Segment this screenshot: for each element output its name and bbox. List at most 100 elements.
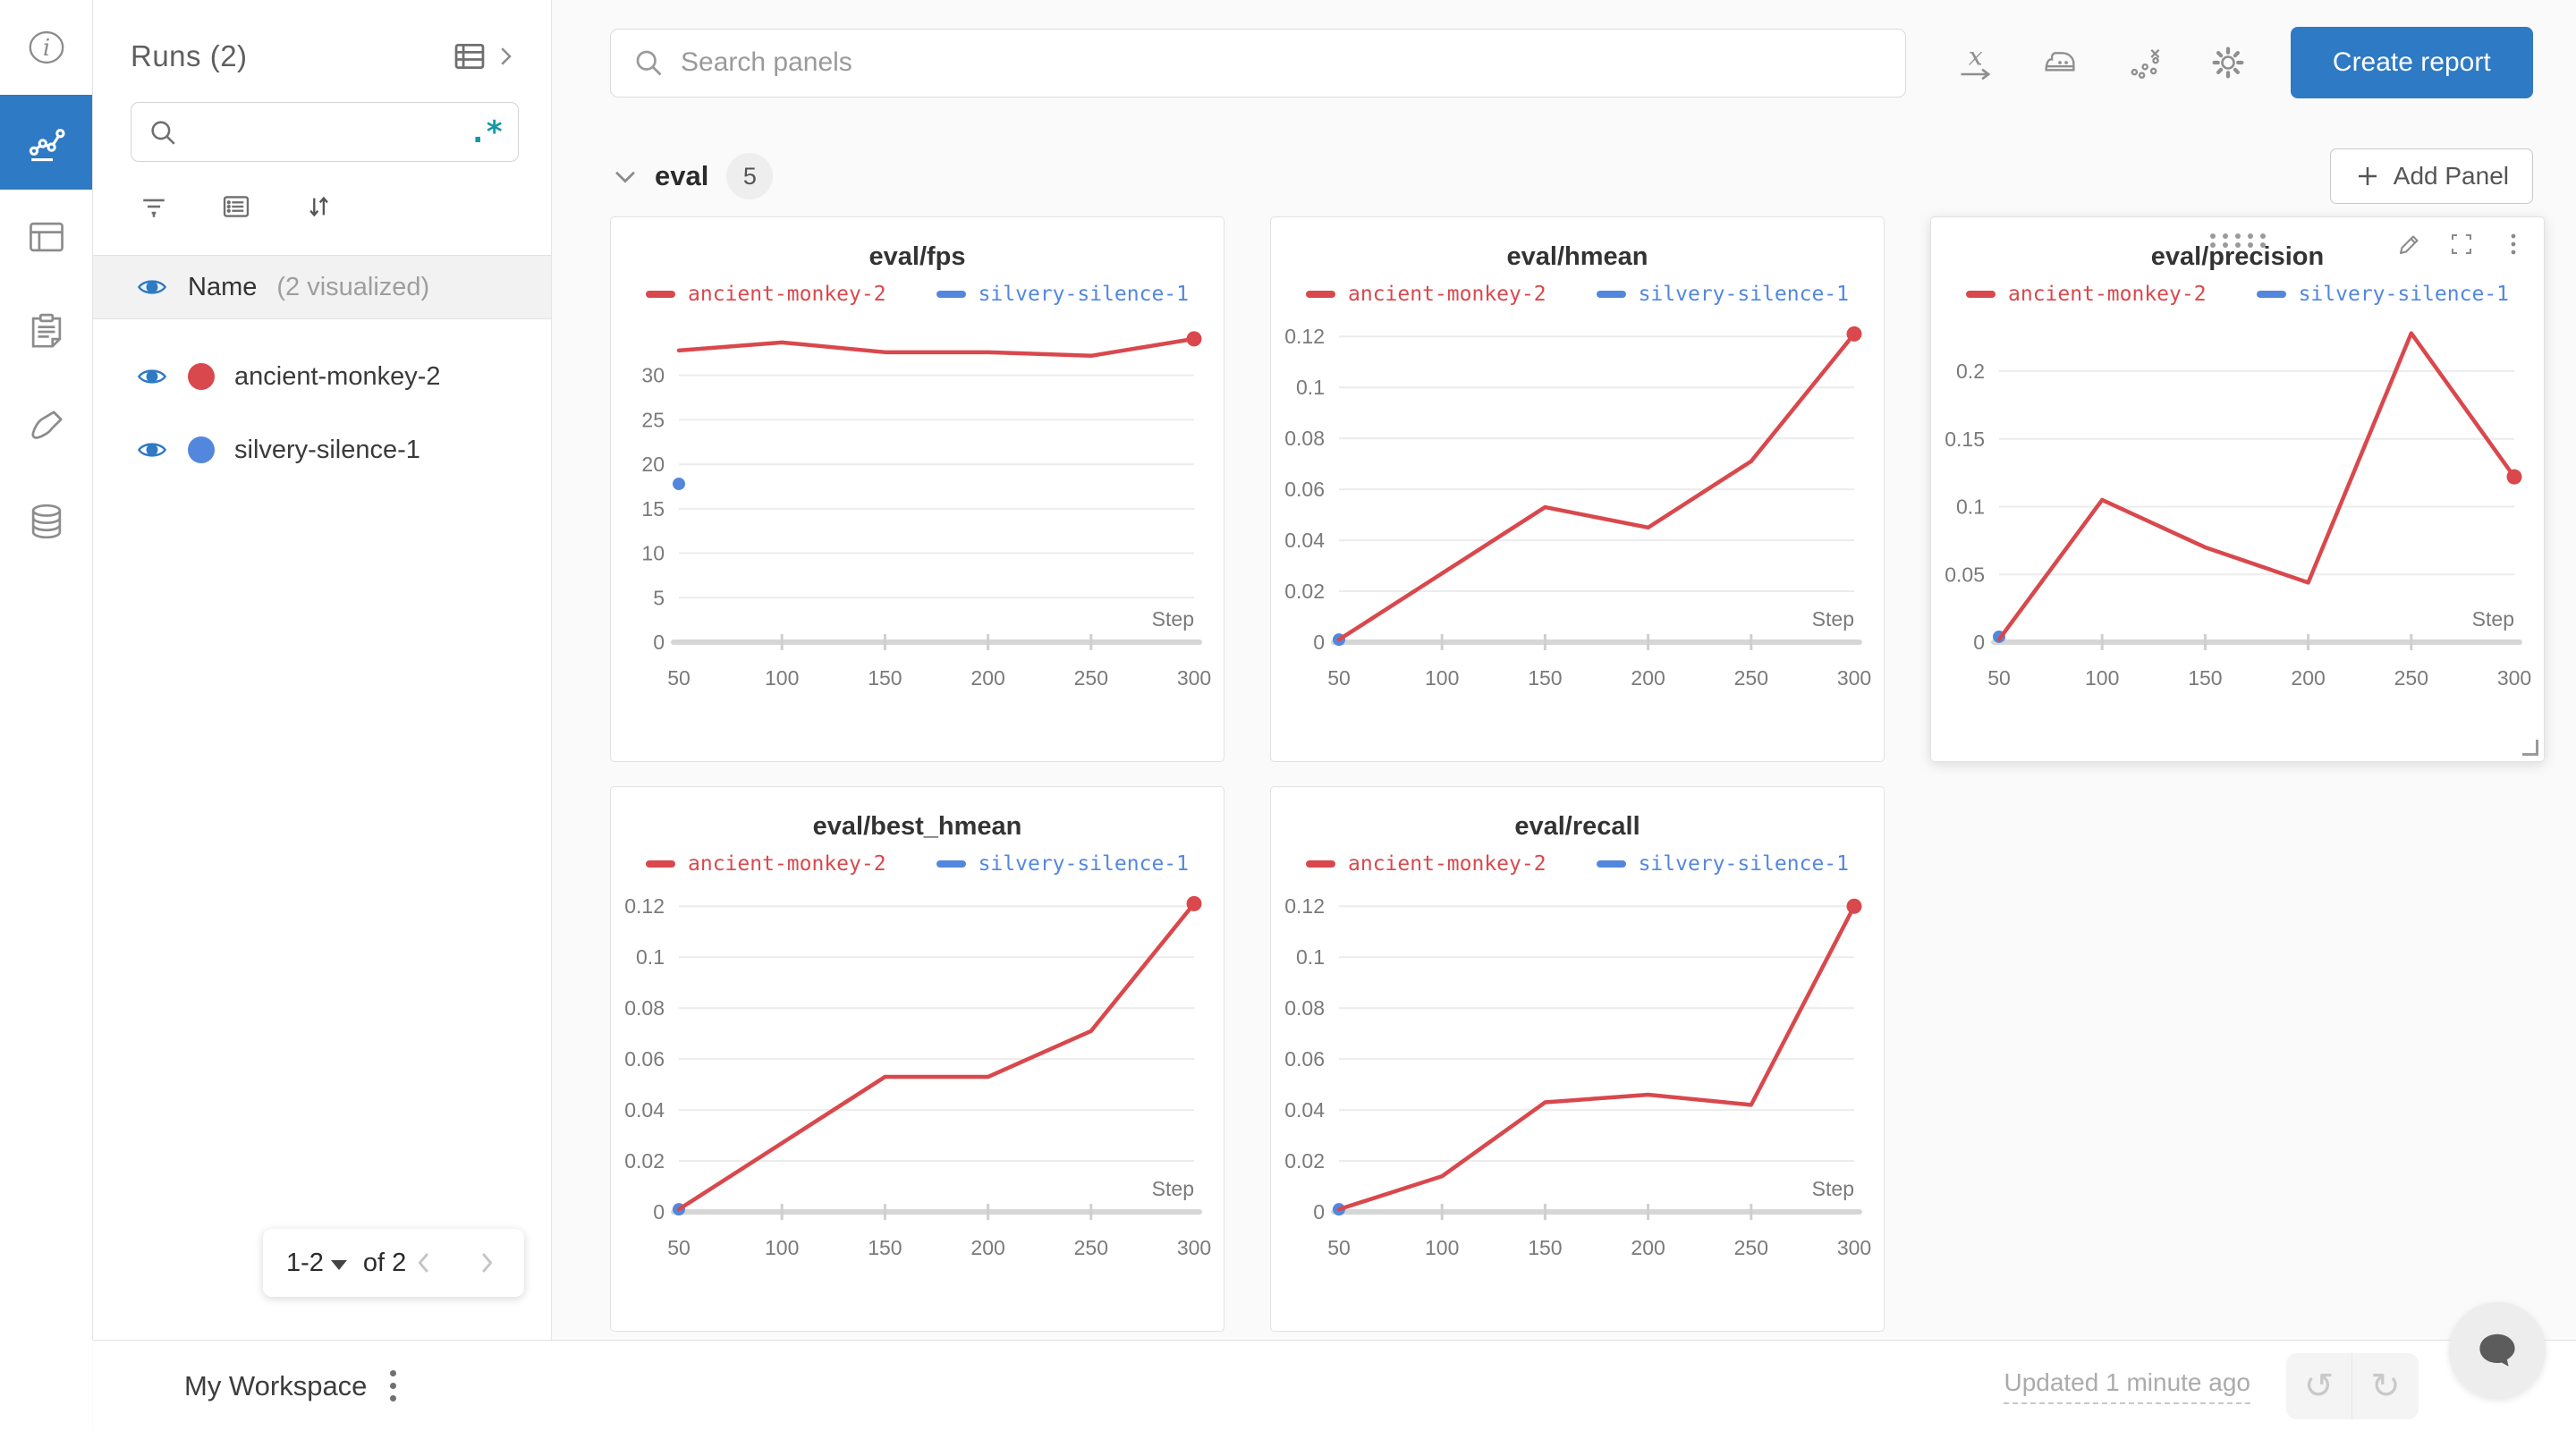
- x-axis-settings-button[interactable]: x: [1953, 39, 1999, 86]
- legend-color-dash: [1596, 291, 1626, 298]
- eye-icon[interactable]: [136, 360, 168, 393]
- legend-run-name: silvery-silence-1: [2298, 283, 2509, 306]
- eye-icon[interactable]: [136, 434, 168, 466]
- clipboard-icon: [22, 308, 71, 356]
- legend-item: silvery-silence-1: [1596, 283, 1849, 306]
- runs-column-name: Name: [188, 272, 258, 301]
- legend-color-dash: [1306, 860, 1336, 868]
- chat-widget-button[interactable]: [2449, 1302, 2546, 1399]
- chart-legend: ancient-monkey-2 silvery-silence-1: [611, 852, 1224, 876]
- panel-resize-handle[interactable]: [2522, 740, 2538, 756]
- pagination-page-size-caret[interactable]: [330, 1259, 347, 1270]
- chart-panel[interactable]: eval/fps ancient-monkey-2 silvery-silence…: [610, 216, 1224, 762]
- smoothing-iron-icon: [2045, 52, 2075, 72]
- add-panel-button[interactable]: Add Panel: [2329, 148, 2533, 204]
- chart-panel[interactable]: eval/precision ancient-monkey-2 silvery-s…: [1930, 216, 2545, 762]
- svg-text:300: 300: [1177, 1236, 1211, 1259]
- chevron-right-icon: [501, 47, 512, 65]
- svg-text:150: 150: [1528, 666, 1562, 690]
- edit-panel-icon[interactable]: [2395, 230, 2424, 258]
- pagination-next-button[interactable]: [470, 1248, 501, 1278]
- chart-legend: ancient-monkey-2 silvery-silence-1: [1931, 283, 2544, 306]
- svg-text:Step: Step: [2472, 607, 2514, 631]
- run-row-silvery-silence-1[interactable]: silvery-silence-1: [93, 434, 551, 466]
- chart-plot[interactable]: 0 0.02 0.04 0.06 0.08 0.1 0.12 50 100 150 200 250 30…: [611, 879, 1225, 1283]
- outliers-settings-button[interactable]: [2121, 39, 2167, 86]
- svg-text:0: 0: [1313, 631, 1325, 654]
- run-row-ancient-monkey-2[interactable]: ancient-monkey-2: [93, 360, 551, 393]
- legend-run-name: silvery-silence-1: [1638, 283, 1849, 306]
- svg-text:250: 250: [2394, 666, 2428, 690]
- workspace-title: My Workspace: [184, 1369, 368, 1401]
- sort-icon: [309, 196, 328, 217]
- svg-text:150: 150: [2188, 666, 2222, 690]
- legend-run-name: silvery-silence-1: [1638, 852, 1849, 876]
- smoothing-settings-button[interactable]: [2037, 39, 2083, 86]
- chat-bubble-icon: [2479, 1334, 2515, 1367]
- legend-item: silvery-silence-1: [936, 283, 1189, 306]
- svg-text:150: 150: [868, 1236, 902, 1259]
- pagination-range: 1-2: [286, 1248, 324, 1277]
- svg-text:0.2: 0.2: [1956, 360, 1985, 383]
- panel-search-box: [610, 28, 1906, 97]
- group-runs-button[interactable]: [218, 189, 254, 224]
- legend-item: ancient-monkey-2: [1966, 283, 2207, 306]
- chart-plot[interactable]: 0 0.02 0.04 0.06 0.08 0.1 0.12 50 100 150 200 250 30…: [1271, 879, 1885, 1283]
- svg-text:0.02: 0.02: [1284, 1149, 1325, 1173]
- sidebar-item-sweeps[interactable]: [0, 379, 92, 474]
- database-icon: [22, 497, 71, 546]
- panel-search-input[interactable]: [681, 47, 1884, 78]
- chart-panel[interactable]: eval/recall ancient-monkey-2 silvery-sile…: [1270, 786, 1885, 1332]
- runs-search-input[interactable]: [191, 117, 470, 147]
- sort-runs-button[interactable]: [301, 189, 336, 224]
- chart-title: eval/fps: [869, 242, 966, 271]
- svg-text:0.08: 0.08: [1284, 427, 1325, 450]
- chart-panel[interactable]: eval/best_hmean ancient-monkey-2 silvery-…: [610, 786, 1224, 1332]
- redo-button[interactable]: ↻: [2370, 1366, 2401, 1406]
- chart-plot[interactable]: 0 0.02 0.04 0.06 0.08 0.1 0.12 50 100 150 200 250 30…: [1271, 309, 1885, 714]
- legend-run-name: silvery-silence-1: [978, 283, 1189, 306]
- legend-item: silvery-silence-1: [936, 852, 1189, 876]
- expand-runs-table-button[interactable]: [449, 36, 519, 77]
- sidebar-item-info[interactable]: i: [0, 0, 92, 95]
- chart-plot[interactable]: 0 5 10 15 20 25 30 50 100 150 200 250 300 Step: [611, 309, 1225, 714]
- run-name: silvery-silence-1: [234, 435, 420, 464]
- fullscreen-icon[interactable]: [2447, 230, 2476, 258]
- filter-runs-button[interactable]: [136, 189, 172, 224]
- create-report-button[interactable]: Create report: [2290, 27, 2533, 98]
- pagination-prev-button[interactable]: [410, 1248, 440, 1278]
- svg-text:200: 200: [970, 1236, 1004, 1259]
- legend-item: ancient-monkey-2: [646, 283, 886, 306]
- sidebar-item-charts[interactable]: [0, 95, 92, 190]
- svg-text:10: 10: [641, 542, 665, 565]
- svg-text:0.05: 0.05: [1945, 563, 1985, 586]
- svg-text:0.08: 0.08: [624, 996, 665, 1020]
- svg-text:50: 50: [1327, 1236, 1351, 1259]
- panel-menu-kebab-icon[interactable]: [2499, 230, 2528, 258]
- workspace-menu-button[interactable]: [390, 1370, 397, 1401]
- svg-text:0: 0: [653, 631, 665, 654]
- drag-handle-icon[interactable]: [2207, 232, 2269, 250]
- svg-text:100: 100: [765, 666, 799, 690]
- sidebar-item-table[interactable]: [0, 190, 92, 284]
- svg-text:Step: Step: [1152, 1177, 1194, 1200]
- svg-text:100: 100: [2085, 666, 2119, 690]
- chart-panel[interactable]: eval/hmean ancient-monkey-2 silvery-silen…: [1270, 216, 1885, 762]
- last-updated-text[interactable]: Updated 1 minute ago: [2004, 1368, 2250, 1404]
- sidebar-item-artifacts[interactable]: [0, 474, 92, 569]
- section-panel-count-badge: 5: [726, 153, 774, 199]
- chart-plot[interactable]: 0 0.05 0.1 0.15 0.2 50 100 150 200 250 300 Step: [1931, 309, 2546, 714]
- svg-text:200: 200: [970, 666, 1004, 690]
- undo-button[interactable]: ↺: [2286, 1352, 2352, 1419]
- chart-title: eval/hmean: [1506, 242, 1648, 271]
- svg-text:15: 15: [641, 497, 665, 521]
- svg-text:0.12: 0.12: [1284, 325, 1325, 348]
- section-collapse-button[interactable]: [610, 161, 640, 191]
- chart-legend: ancient-monkey-2 silvery-silence-1: [1271, 283, 1884, 306]
- workspace-settings-button[interactable]: [2205, 39, 2251, 86]
- brush-icon: [22, 402, 71, 451]
- legend-item: silvery-silence-1: [2256, 283, 2509, 306]
- runs-panel-title: Runs (2): [131, 39, 248, 72]
- runs-column-header[interactable]: Name (2 visualized): [93, 255, 551, 319]
- sidebar-item-logs[interactable]: [0, 284, 92, 379]
